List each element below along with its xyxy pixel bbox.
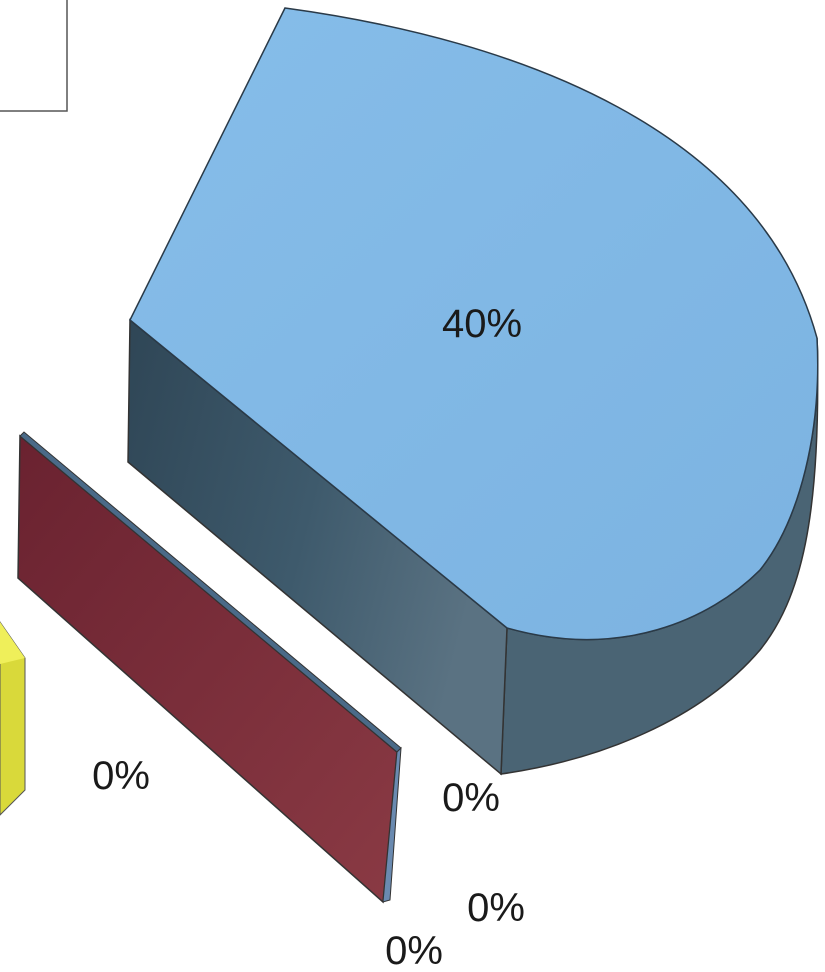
legend-box <box>0 0 68 112</box>
pie-slice-yellow <box>0 621 26 816</box>
slice-label-40: 40% <box>442 302 522 346</box>
pie-slice-blue-40 <box>127 7 819 776</box>
slice-label-0-d: 0% <box>385 929 443 972</box>
slice-label-0-a: 0% <box>92 754 150 798</box>
slice-label-0-b: 0% <box>442 776 500 820</box>
slice-label-0-c: 0% <box>467 886 525 930</box>
pie-slice-red <box>17 431 402 904</box>
